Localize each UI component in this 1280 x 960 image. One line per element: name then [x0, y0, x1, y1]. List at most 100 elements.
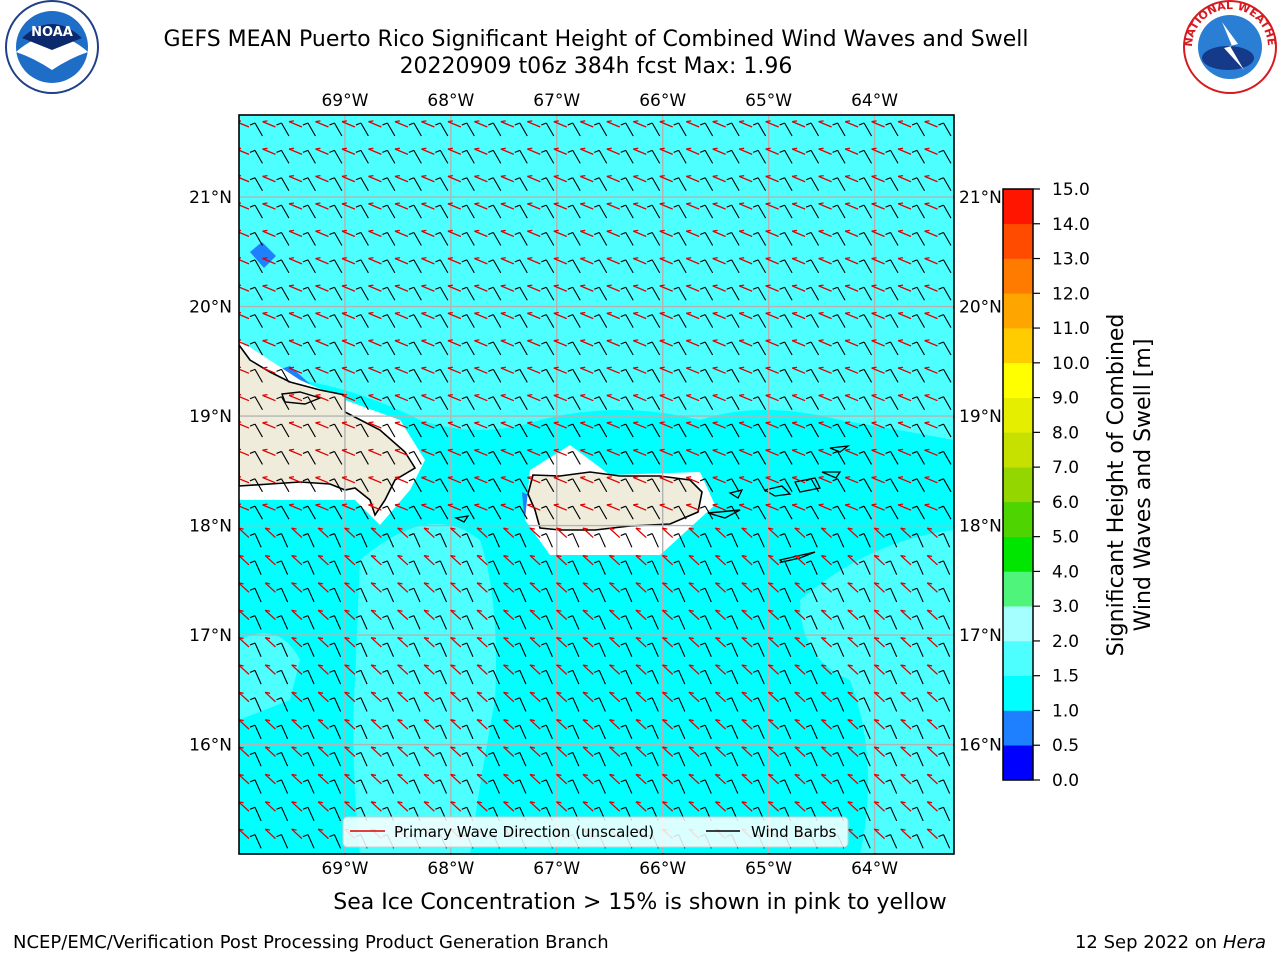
wave-direction-arrowhead: [341, 284, 348, 287]
wind-barb-flag: [355, 204, 362, 208]
vector-glyph: [765, 311, 793, 328]
vector-glyph: [264, 664, 289, 685]
wave-direction-arrowhead: [341, 393, 348, 397]
wind-barb-flag: [594, 450, 600, 454]
wave-direction-arrow: [688, 582, 700, 593]
wave-direction-arrow: [288, 476, 303, 484]
vector-glyph: [738, 175, 767, 192]
wind-barb-staff: [519, 779, 527, 794]
vector-glyph: [738, 503, 767, 520]
wind-barb-staff: [943, 670, 951, 685]
wave-direction-arrow: [500, 449, 515, 457]
wave-direction-arrow: [767, 554, 780, 566]
vector-glyph: [239, 229, 263, 246]
wave-direction-arrow: [661, 582, 674, 593]
wind-barb-staff: [916, 150, 925, 164]
vector-glyph: [344, 582, 368, 603]
vector-glyph: [553, 366, 581, 383]
wave-direction-arrow: [317, 554, 329, 566]
wind-barb-staff: [837, 150, 846, 164]
vector-glyph: [556, 773, 580, 794]
wave-direction-arrow: [633, 367, 647, 374]
wave-direction-arrow: [556, 527, 568, 539]
wave-direction-arrowhead: [874, 609, 880, 612]
wind-barb-flag: [938, 779, 944, 783]
wave-direction-arrow: [791, 312, 806, 320]
wind-barb-staff: [519, 670, 527, 685]
wind-barb-flag: [699, 259, 706, 263]
wave-direction-arrowhead: [315, 147, 321, 150]
wave-direction-arrowhead: [924, 257, 930, 260]
wave-direction-arrow: [897, 257, 912, 265]
vector-glyph: [608, 719, 633, 740]
wind-barb-staff: [784, 505, 793, 520]
vector-glyph: [344, 773, 368, 794]
wind-barb-staff: [413, 752, 421, 767]
wind-barb-staff: [545, 779, 553, 794]
wind-barb-flag: [594, 560, 600, 564]
wave-direction-arrow: [264, 582, 276, 593]
wave-direction-arrow: [765, 121, 779, 128]
wind-barb-flag: [461, 724, 468, 728]
wave-direction-arrow: [580, 312, 594, 320]
wind-barb-flag: [461, 560, 468, 564]
wind-barb-flag: [673, 450, 679, 454]
wave-direction-arrowhead: [447, 120, 453, 123]
wind-barb-staff: [625, 150, 634, 164]
wind-barb-flag: [858, 806, 865, 810]
wave-direction-arrowhead: [421, 257, 427, 260]
wind-barb-flag: [752, 478, 759, 482]
wind-barb-staff: [492, 259, 502, 274]
wind-barb-flag: [408, 505, 415, 509]
wave-direction-arrowhead: [633, 229, 639, 232]
wind-barb-staff: [492, 204, 502, 219]
vector-glyph: [556, 664, 580, 685]
wave-direction-arrowhead: [500, 229, 506, 232]
wind-barb-staff: [281, 122, 290, 137]
vector-glyph: [765, 366, 793, 383]
wind-barb-flag: [567, 642, 573, 646]
lon-tick-label-top: 66°W: [639, 91, 686, 111]
vector-glyph: [738, 229, 767, 246]
wind-barb-staff: [625, 478, 634, 493]
wave-direction-arrowhead: [291, 746, 297, 749]
vector-glyph: [239, 691, 262, 712]
vector-glyph: [341, 421, 369, 438]
wave-direction-arrowhead: [341, 147, 348, 150]
wave-direction-arrowhead: [765, 229, 771, 232]
vector-glyph: [370, 664, 395, 685]
wind-barb-flag: [779, 396, 785, 400]
wind-barb-staff: [333, 615, 342, 630]
wave-direction-arrowhead: [606, 229, 612, 232]
wave-direction-arrowhead: [927, 582, 933, 585]
wind-barb-staff: [545, 451, 555, 465]
wind-barb-staff: [254, 177, 263, 192]
wave-direction-arrowhead: [712, 202, 718, 205]
vector-glyph: [421, 147, 449, 164]
wave-direction-arrow: [871, 340, 885, 347]
wave-direction-arrowhead: [792, 257, 798, 260]
wave-direction-arrow: [553, 422, 568, 429]
vector-glyph: [685, 503, 714, 520]
wave-direction-arrowhead: [288, 421, 295, 424]
wave-direction-arrow: [633, 449, 647, 457]
wind-barb-staff: [545, 341, 555, 356]
wave-direction-arrow: [580, 394, 594, 402]
wave-direction-arrowhead: [821, 554, 827, 558]
wind-barb-staff: [890, 807, 898, 822]
colorbar-segment: [1003, 223, 1033, 259]
wind-barb-flag: [329, 314, 335, 318]
wave-direction-arrow: [344, 773, 356, 785]
colorbar-segment: [1003, 397, 1033, 433]
wave-direction-arrowhead: [239, 147, 242, 150]
wind-barb-staff: [492, 369, 502, 383]
wave-direction-arrowhead: [397, 801, 403, 804]
wind-barb-staff: [731, 779, 739, 794]
wave-direction-arrowhead: [845, 311, 851, 314]
wave-direction-arrowhead: [341, 366, 348, 369]
wind-barb-staff: [810, 642, 818, 657]
wave-direction-arrow: [818, 230, 832, 238]
wind-barb-staff: [466, 560, 474, 575]
wind-barb-staff: [943, 834, 951, 849]
wave-direction-arrowhead: [370, 554, 377, 558]
